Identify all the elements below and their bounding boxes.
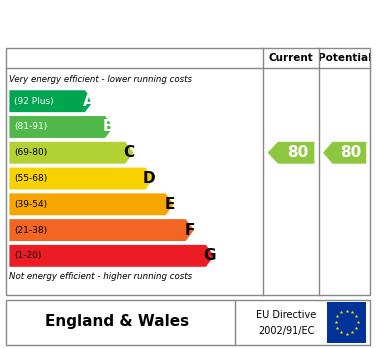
Polygon shape (9, 168, 154, 189)
Text: (1-20): (1-20) (14, 251, 41, 260)
Text: Very energy efficient - lower running costs: Very energy efficient - lower running co… (9, 74, 193, 84)
Polygon shape (9, 193, 174, 215)
Text: C: C (123, 145, 135, 160)
Text: (55-68): (55-68) (14, 174, 47, 183)
Text: B: B (103, 119, 115, 134)
Text: (39-54): (39-54) (14, 200, 47, 209)
Text: G: G (203, 248, 216, 263)
Text: (92 Plus): (92 Plus) (14, 97, 53, 106)
Text: D: D (143, 171, 156, 186)
Polygon shape (9, 219, 194, 241)
Text: EU Directive: EU Directive (256, 310, 317, 320)
Text: (69-80): (69-80) (14, 148, 47, 157)
Text: F: F (184, 223, 195, 238)
Bar (327, 302, 366, 343)
Text: E: E (164, 197, 174, 212)
Text: 80: 80 (341, 145, 362, 160)
Polygon shape (268, 142, 314, 164)
Polygon shape (9, 245, 214, 267)
Text: Energy Efficiency Rating: Energy Efficiency Rating (53, 14, 323, 33)
Text: (21-38): (21-38) (14, 226, 47, 235)
Polygon shape (323, 142, 366, 164)
Text: (81-91): (81-91) (14, 122, 47, 132)
Text: Potential: Potential (318, 53, 371, 63)
Polygon shape (9, 90, 93, 112)
Text: 2002/91/EC: 2002/91/EC (258, 326, 315, 337)
Text: Current: Current (268, 53, 314, 63)
Polygon shape (9, 116, 114, 138)
Text: A: A (83, 94, 95, 109)
Text: Not energy efficient - higher running costs: Not energy efficient - higher running co… (9, 272, 193, 282)
Text: 80: 80 (287, 145, 309, 160)
Text: England & Wales: England & Wales (45, 314, 190, 329)
Polygon shape (9, 142, 133, 164)
